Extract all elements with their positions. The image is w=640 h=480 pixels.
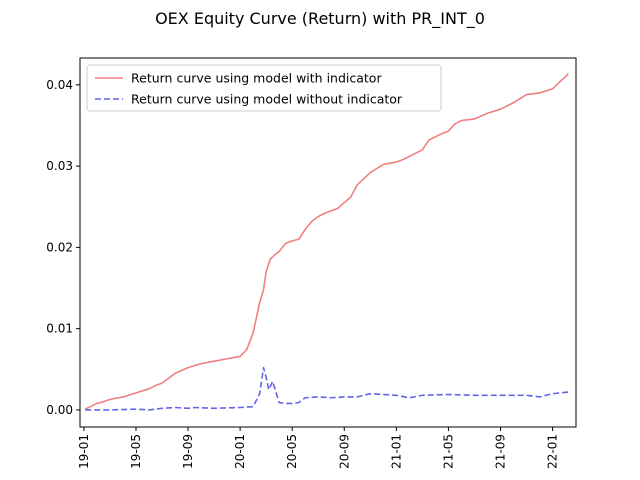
x-tick-label: 20-01 [233,434,247,469]
legend-box [86,64,442,112]
y-tick-label: 0.01 [46,322,73,336]
x-tick-label: 20-09 [337,434,351,469]
y-tick-label: 0.00 [46,403,73,417]
legend-label-0: Return curve using model with indicator [131,71,382,86]
series-line-1 [85,366,569,411]
x-tick-label: 22-01 [546,434,560,469]
x-tick-label: 21-09 [493,434,507,469]
plot-frame [79,57,577,428]
legend-label-1: Return curve using model without indicat… [131,92,403,107]
x-tick-label: 19-01 [77,434,91,469]
chart-title: OEX Equity Curve (Return) with PR_INT_0 [155,9,485,29]
series-line-0 [84,72,569,410]
legend: Return curve using model with indicator R… [86,64,442,112]
x-tick-label: 20-05 [285,434,299,469]
y-tick-label: 0.04 [46,78,73,92]
x-tick-label: 21-01 [389,434,403,469]
y-tick-label: 0.02 [46,240,73,254]
x-tick-label: 19-09 [181,434,195,469]
x-tick-label: 21-05 [441,434,455,469]
y-tick-label: 0.03 [46,159,73,173]
axes-layer: 0.00 0.01 0.02 0.03 0.04 19-01 19-05 19-09 20-01… [46,57,577,469]
x-tick-label: 19-05 [129,434,143,469]
plot-layer [84,72,569,411]
